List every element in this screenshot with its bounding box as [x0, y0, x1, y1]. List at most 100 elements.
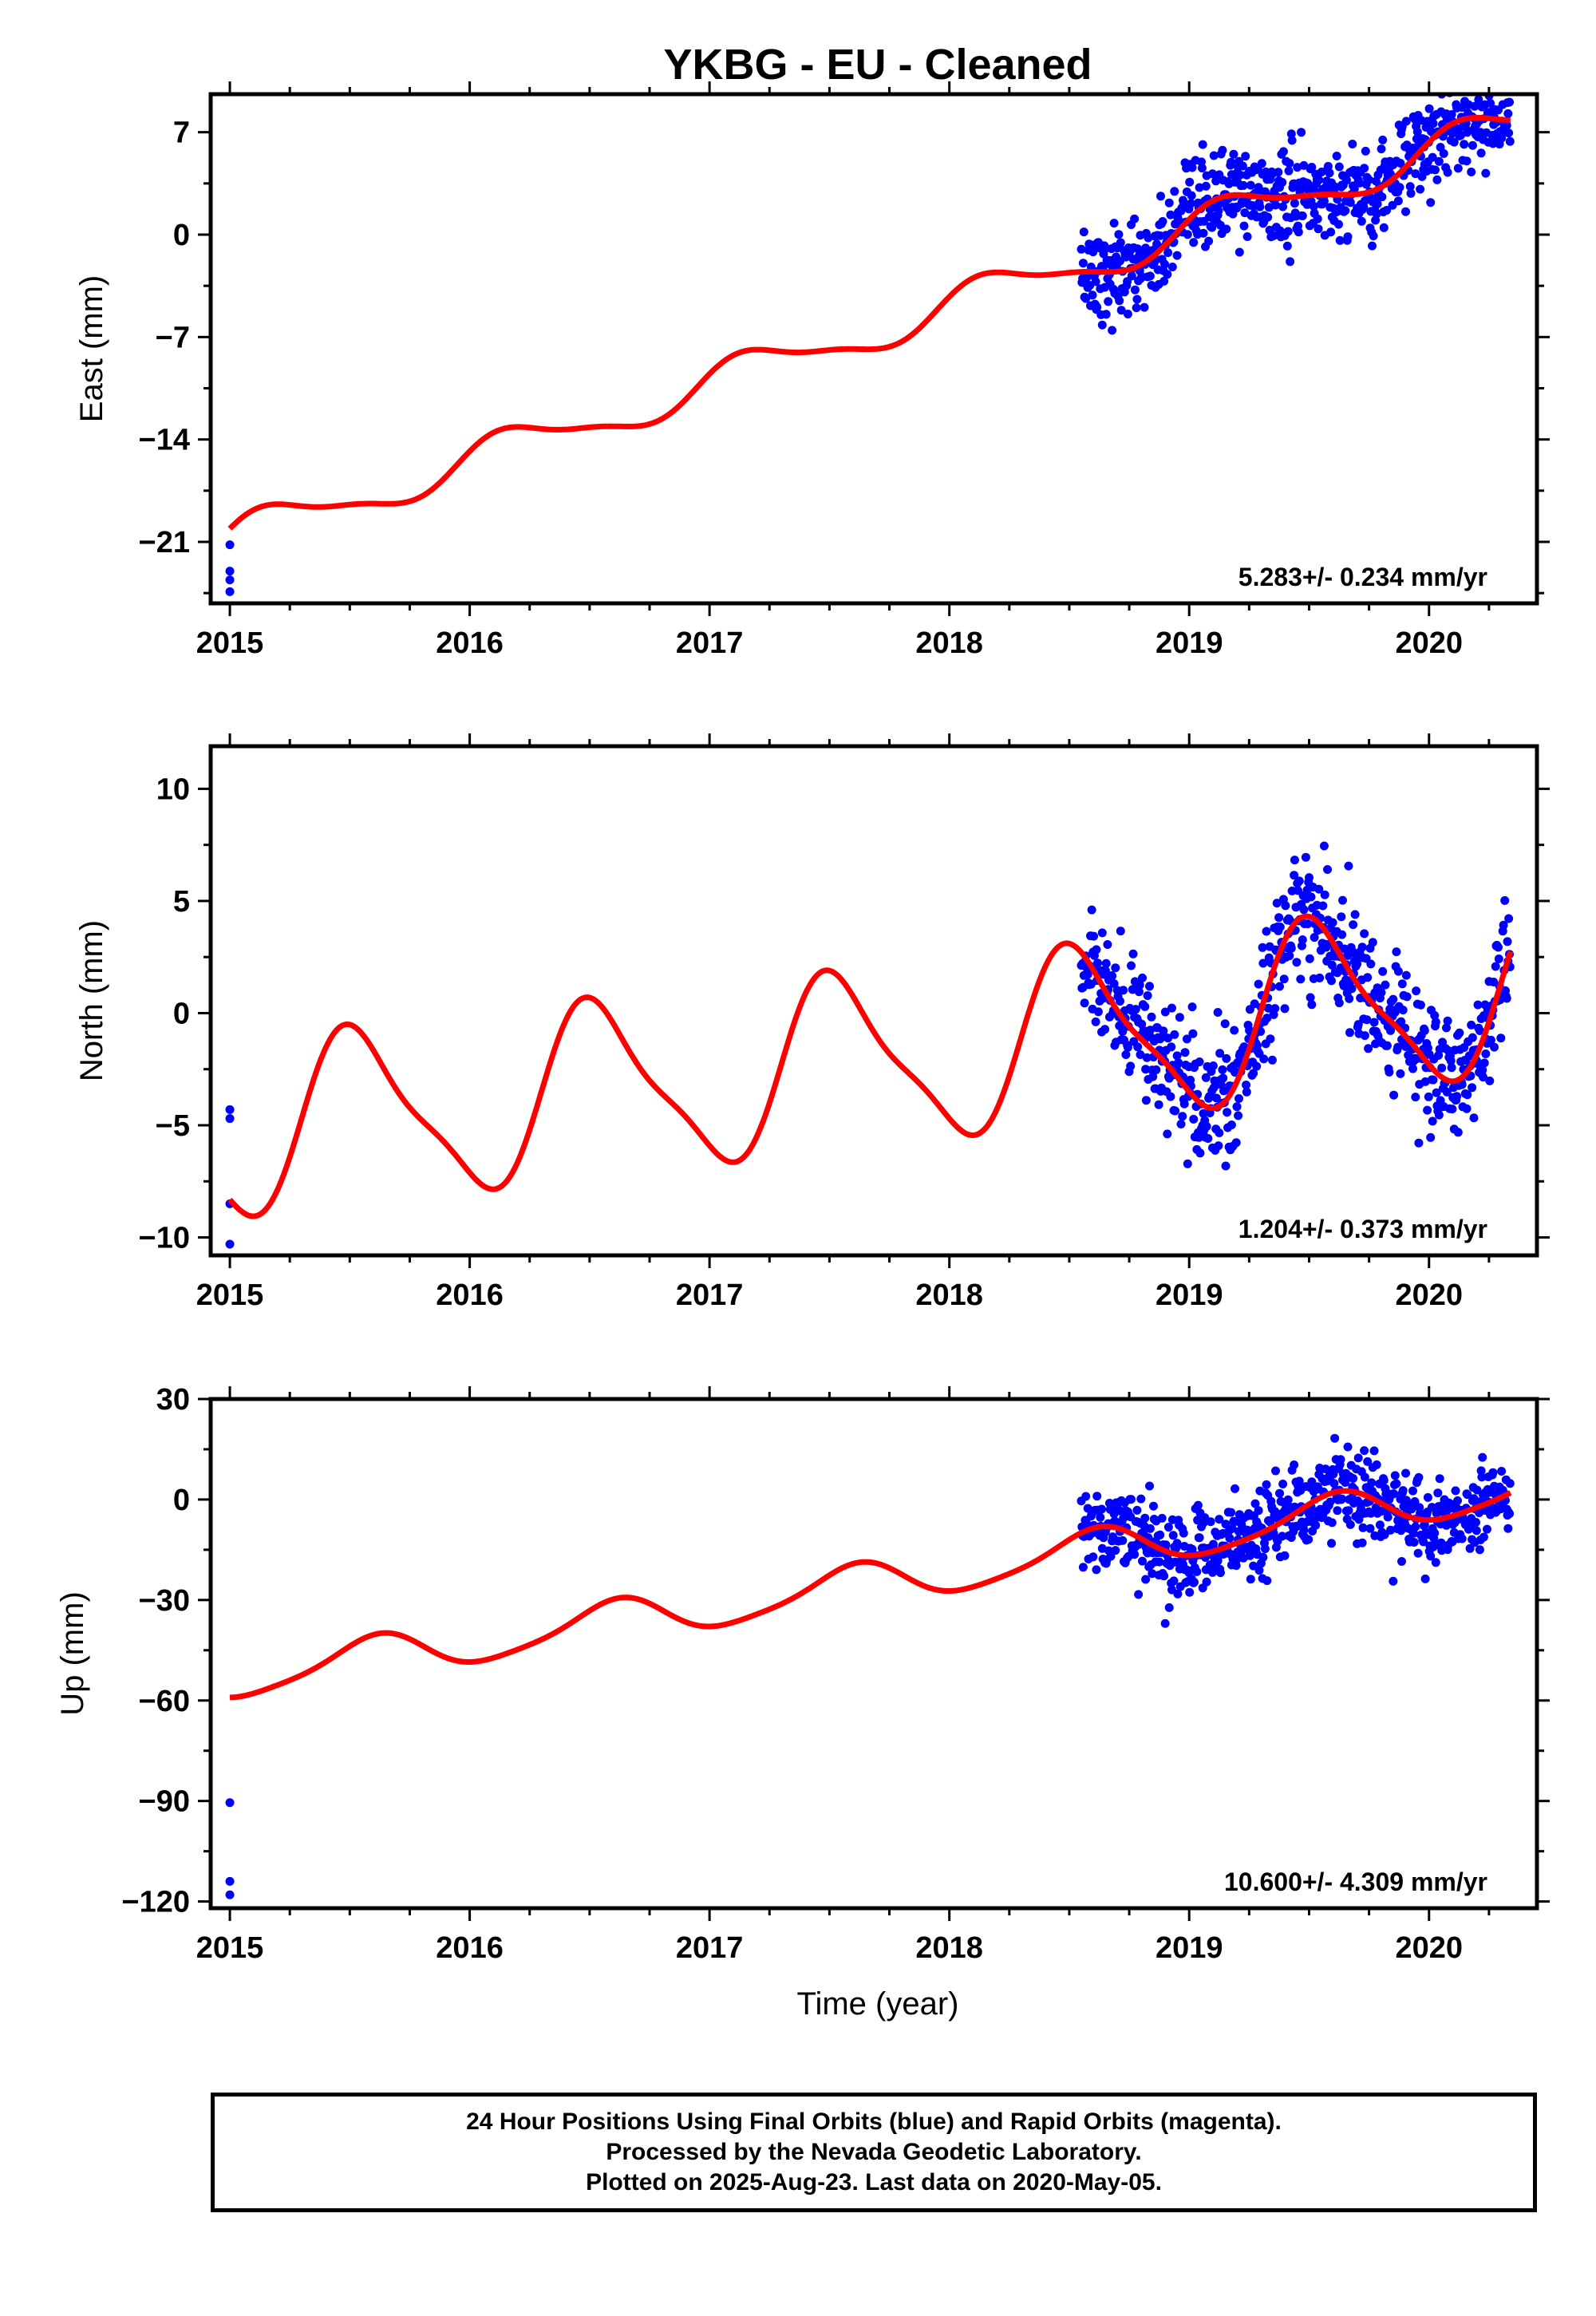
y-tick-label: −10 [139, 1222, 190, 1255]
data-point [1280, 1004, 1290, 1014]
data-point [1221, 1520, 1231, 1529]
data-point [1172, 1051, 1182, 1061]
data-point [1497, 1467, 1507, 1476]
data-point [1360, 1446, 1369, 1456]
y-tick-label: 5 [173, 885, 190, 919]
data-point [1285, 159, 1294, 168]
data-point [1465, 76, 1474, 85]
data-point [225, 1239, 235, 1249]
data-point [1235, 1094, 1243, 1103]
data-point [1423, 1492, 1432, 1502]
data-point [1286, 129, 1296, 139]
data-point [1186, 199, 1195, 208]
data-point [1118, 1027, 1128, 1036]
data-point [1283, 1495, 1293, 1504]
velocity-annotation: 5.283+/- 0.234 mm/yr [1238, 563, 1487, 591]
data-point [1160, 1618, 1170, 1628]
data-point [1379, 1476, 1389, 1485]
data-point [1338, 895, 1347, 905]
data-point [1463, 1490, 1472, 1500]
data-point [1460, 140, 1469, 149]
data-point [1329, 1469, 1338, 1479]
data-point [1409, 1538, 1419, 1547]
data-point [1172, 1539, 1182, 1548]
data-point [1337, 1494, 1347, 1504]
data-point [1254, 1566, 1264, 1575]
data-point [1490, 1042, 1499, 1052]
data-point [1466, 67, 1475, 76]
data-point [1341, 176, 1351, 185]
data-point [1209, 151, 1219, 160]
data-point [1500, 895, 1510, 905]
data-point [1363, 1456, 1373, 1466]
data-point [1259, 1054, 1269, 1064]
data-point [1439, 148, 1448, 158]
data-point [1298, 211, 1307, 220]
data-point [1504, 914, 1514, 923]
data-point [1432, 175, 1442, 184]
data-point [1143, 991, 1152, 1000]
data-point [1271, 200, 1280, 210]
data-point [1393, 1042, 1403, 1052]
data-point [1135, 980, 1144, 990]
data-point [1319, 196, 1329, 206]
y-tick-label: 30 [156, 1383, 190, 1417]
data-point [1428, 1075, 1438, 1085]
data-point [1266, 1034, 1275, 1044]
data-point [1343, 1442, 1353, 1452]
data-point [1145, 982, 1154, 991]
data-point [1220, 1019, 1230, 1029]
data-point [1145, 1524, 1155, 1533]
data-point [1185, 1587, 1195, 1597]
data-point [1262, 1480, 1271, 1489]
data-point [1327, 976, 1336, 986]
y-axis-label: Up (mm) [55, 1591, 90, 1716]
data-point [1343, 232, 1353, 242]
data-point [1367, 1478, 1377, 1488]
data-point [1304, 1535, 1314, 1544]
data-point [1101, 310, 1111, 319]
data-point [1166, 1092, 1175, 1101]
data-point [1369, 1446, 1379, 1456]
data-point [1097, 928, 1107, 938]
data-point [1456, 131, 1466, 140]
data-point [1163, 1523, 1173, 1532]
data-point [1378, 966, 1388, 976]
y-tick-label: −21 [139, 526, 190, 559]
data-point [1155, 1557, 1164, 1567]
data-point [1116, 927, 1125, 936]
data-point [1242, 1087, 1251, 1097]
data-point [1373, 200, 1382, 208]
data-point [1091, 1017, 1100, 1026]
data-point [1272, 899, 1282, 908]
data-point [1401, 207, 1410, 216]
data-point [1240, 208, 1250, 218]
data-point [1164, 1603, 1174, 1612]
data-point [1087, 905, 1096, 915]
data-point [1183, 230, 1192, 239]
data-point [1274, 913, 1284, 923]
data-point [1227, 157, 1236, 167]
data-point [1505, 1479, 1515, 1488]
data-point [1214, 1141, 1223, 1151]
data-point [1208, 169, 1217, 179]
data-point [1231, 1138, 1241, 1148]
data-point [1279, 974, 1289, 984]
data-point [1254, 979, 1263, 989]
data-point [1497, 133, 1507, 143]
data-point [1449, 137, 1459, 147]
data-point [1208, 1567, 1217, 1577]
data-point [1360, 164, 1369, 173]
y-tick-label: −5 [156, 1109, 190, 1143]
data-point [1355, 178, 1365, 188]
data-point [1378, 135, 1388, 144]
data-point [1195, 1533, 1204, 1543]
data-point [1156, 192, 1165, 201]
data-point [1353, 1453, 1363, 1463]
data-point [1499, 920, 1508, 930]
data-point [1278, 178, 1287, 187]
data-point [1486, 1035, 1495, 1045]
data-point [1457, 1534, 1467, 1543]
y-tick-label: 7 [173, 117, 190, 150]
